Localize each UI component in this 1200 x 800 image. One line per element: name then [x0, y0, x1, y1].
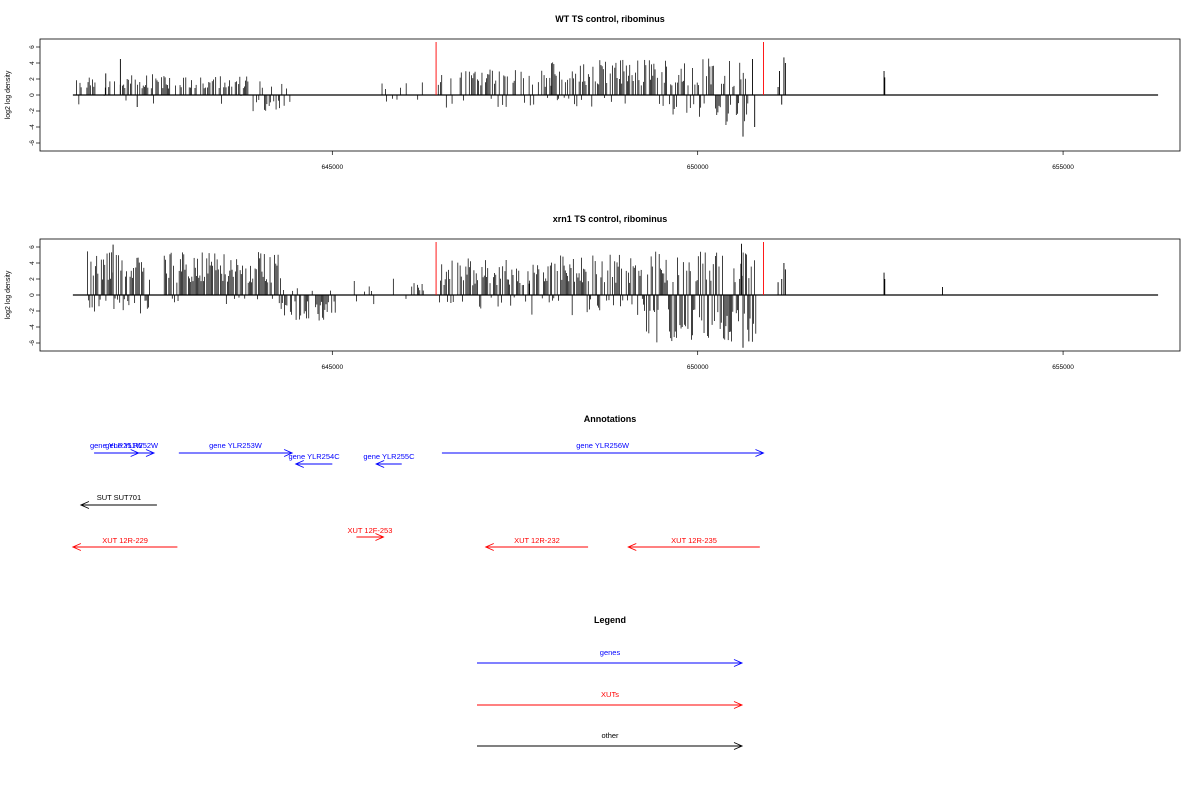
y-tick-label: -6 [29, 340, 36, 346]
x-tick-label: 645000 [321, 164, 343, 171]
annotation-label: gene YLR251W [90, 441, 144, 450]
y-tick-label: -4 [29, 324, 36, 330]
y-tick-label: 2 [29, 277, 36, 281]
x-tick-label: 650000 [687, 164, 709, 171]
annotation-arrow [109, 449, 156, 457]
annotation-arrow [71, 543, 178, 551]
annotation-label: XUT 12F-253 [347, 526, 392, 535]
annotation-label: gene YLR255C [363, 452, 415, 461]
annotation-label: gene YLR256W [576, 441, 630, 450]
annotation-label: gene YLR252W [105, 441, 159, 450]
y-tick-label: -2 [29, 308, 36, 314]
density-bars [76, 57, 886, 137]
wt-track-panel: WT TS control, ribominus -6 -4 -2 0 2 4 6 log2 l… [5, 14, 1181, 171]
annotation-label: gene YLR253W [209, 441, 263, 450]
y-axis-label: log2 log density [5, 270, 12, 319]
legend-arrow [477, 659, 744, 667]
x-tick-label: 650000 [687, 364, 709, 371]
annotation-label: SUT SUT701 [97, 493, 141, 502]
legend-panel: Legend genes XUTs other [477, 615, 744, 750]
annotation-arrow [441, 449, 765, 457]
y-tick-label: -4 [29, 124, 36, 130]
y-tick-label: 0 [29, 93, 36, 97]
y-tick-label: 0 [29, 293, 36, 297]
annotation-label: gene YLR254C [288, 452, 340, 461]
panel-title: xrn1 TS control, ribominus [553, 214, 668, 224]
x-tick-label: 645000 [321, 364, 343, 371]
xrn1-track-panel: xrn1 TS control, ribominus -6 -4 -2 0 2 4 6 log2… [5, 214, 1181, 371]
annotation-arrow [79, 501, 157, 509]
annotations-title: Annotations [584, 414, 637, 424]
legend-arrow [477, 742, 744, 750]
annotation-arrow [294, 460, 333, 468]
panel-title: WT TS control, ribominus [555, 14, 665, 24]
y-axis-label: log2 log density [5, 70, 12, 119]
legend-title: Legend [594, 615, 626, 625]
annotation-arrow [627, 543, 760, 551]
y-tick-label: 6 [29, 45, 36, 49]
annotation-arrow [375, 460, 402, 468]
y-tick-label: 6 [29, 245, 36, 249]
x-tick-label: 655000 [1052, 364, 1074, 371]
density-bars [87, 243, 943, 348]
annotation-label: XUT 12R-235 [671, 536, 717, 545]
annotation-arrow [178, 449, 294, 457]
legend-arrow [477, 701, 744, 709]
y-tick-label: 4 [29, 61, 36, 65]
legend-label: XUTs [601, 690, 619, 699]
annotation-label: XUT 12R-232 [514, 536, 560, 545]
y-tick-label: 4 [29, 261, 36, 265]
annotation-label: XUT 12R-229 [102, 536, 148, 545]
annotation-arrow [356, 533, 385, 541]
legend-label: other [601, 731, 619, 740]
annotation-arrow [484, 543, 589, 551]
y-tick-label: -6 [29, 140, 36, 146]
y-tick-label: 2 [29, 77, 36, 81]
x-tick-label: 655000 [1052, 164, 1074, 171]
y-tick-label: -2 [29, 108, 36, 114]
legend-label: genes [600, 648, 621, 657]
